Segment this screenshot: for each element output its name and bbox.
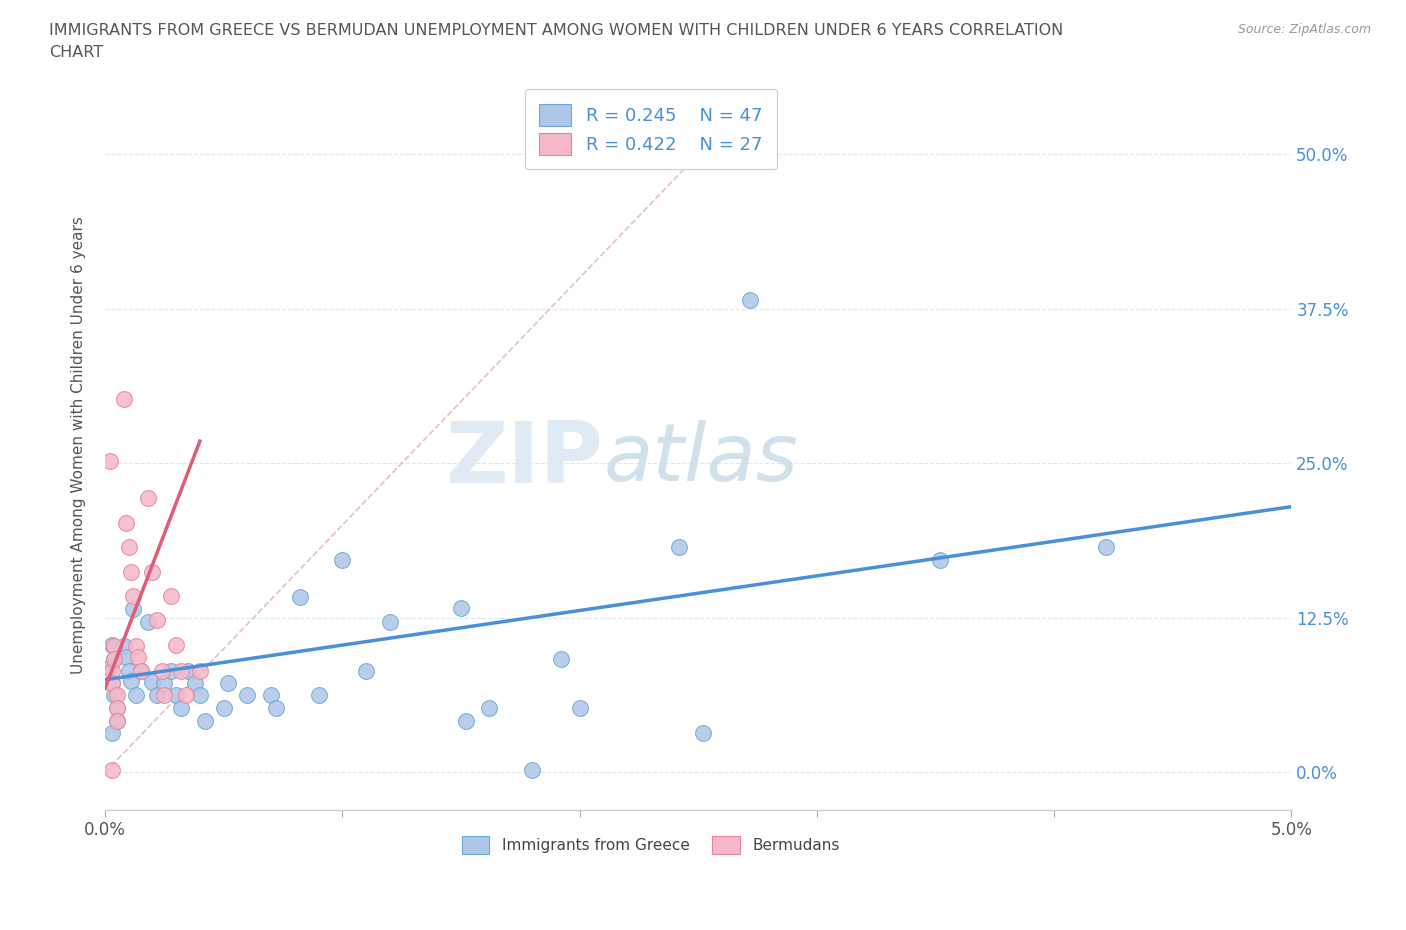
Point — [101, 676, 124, 691]
Point — [260, 687, 283, 702]
Point — [165, 687, 187, 702]
Point — [122, 602, 145, 617]
Point — [929, 552, 952, 567]
Point — [308, 687, 330, 702]
Legend: Immigrants from Greece, Bermudans: Immigrants from Greece, Bermudans — [456, 830, 845, 860]
Point — [125, 687, 148, 702]
Point — [112, 392, 135, 406]
Point — [550, 651, 572, 666]
Point — [236, 687, 259, 702]
Point — [188, 687, 211, 702]
Text: Source: ZipAtlas.com: Source: ZipAtlas.com — [1237, 23, 1371, 36]
Point — [330, 552, 353, 567]
Point — [118, 540, 141, 555]
Point — [105, 687, 128, 702]
Point — [115, 650, 138, 665]
Point — [105, 713, 128, 728]
Point — [217, 676, 239, 691]
Point — [103, 651, 125, 666]
Point — [1095, 540, 1118, 555]
Point — [288, 590, 311, 604]
Point — [692, 725, 714, 740]
Point — [165, 638, 187, 653]
Point — [160, 588, 183, 603]
Point — [98, 660, 121, 675]
Point — [520, 763, 543, 777]
Point — [141, 565, 163, 579]
Text: IMMIGRANTS FROM GREECE VS BERMUDAN UNEMPLOYMENT AMONG WOMEN WITH CHILDREN UNDER : IMMIGRANTS FROM GREECE VS BERMUDAN UNEMP… — [49, 23, 1063, 38]
Point — [264, 700, 287, 715]
Point — [120, 673, 142, 688]
Point — [568, 700, 591, 715]
Point — [125, 639, 148, 654]
Point — [450, 601, 472, 616]
Point — [105, 713, 128, 728]
Point — [129, 664, 152, 679]
Point — [105, 700, 128, 715]
Point — [103, 651, 125, 666]
Point — [150, 664, 173, 679]
Point — [115, 515, 138, 530]
Point — [101, 676, 124, 691]
Point — [101, 725, 124, 740]
Point — [194, 713, 217, 728]
Point — [153, 676, 176, 691]
Point — [160, 664, 183, 679]
Point — [146, 687, 169, 702]
Point — [354, 664, 377, 679]
Point — [146, 613, 169, 628]
Point — [740, 293, 762, 308]
Point — [101, 664, 124, 679]
Point — [170, 664, 193, 679]
Point — [103, 687, 125, 702]
Text: ZIP: ZIP — [446, 418, 603, 501]
Point — [120, 565, 142, 579]
Point — [118, 664, 141, 679]
Point — [212, 700, 235, 715]
Text: atlas: atlas — [603, 420, 799, 498]
Text: CHART: CHART — [49, 45, 103, 60]
Point — [188, 664, 211, 679]
Point — [105, 700, 128, 715]
Point — [378, 614, 401, 629]
Point — [170, 700, 193, 715]
Point — [101, 638, 124, 653]
Point — [141, 675, 163, 690]
Point — [129, 664, 152, 679]
Point — [136, 490, 159, 505]
Point — [103, 639, 125, 654]
Point — [101, 763, 124, 777]
Point — [136, 614, 159, 629]
Point — [112, 639, 135, 654]
Point — [478, 700, 501, 715]
Point — [122, 588, 145, 603]
Point — [454, 713, 477, 728]
Point — [153, 687, 176, 702]
Point — [174, 687, 197, 702]
Point — [127, 650, 149, 665]
Y-axis label: Unemployment Among Women with Children Under 6 years: Unemployment Among Women with Children U… — [72, 216, 86, 673]
Point — [98, 454, 121, 469]
Point — [177, 664, 200, 679]
Point — [668, 540, 690, 555]
Point — [184, 676, 207, 691]
